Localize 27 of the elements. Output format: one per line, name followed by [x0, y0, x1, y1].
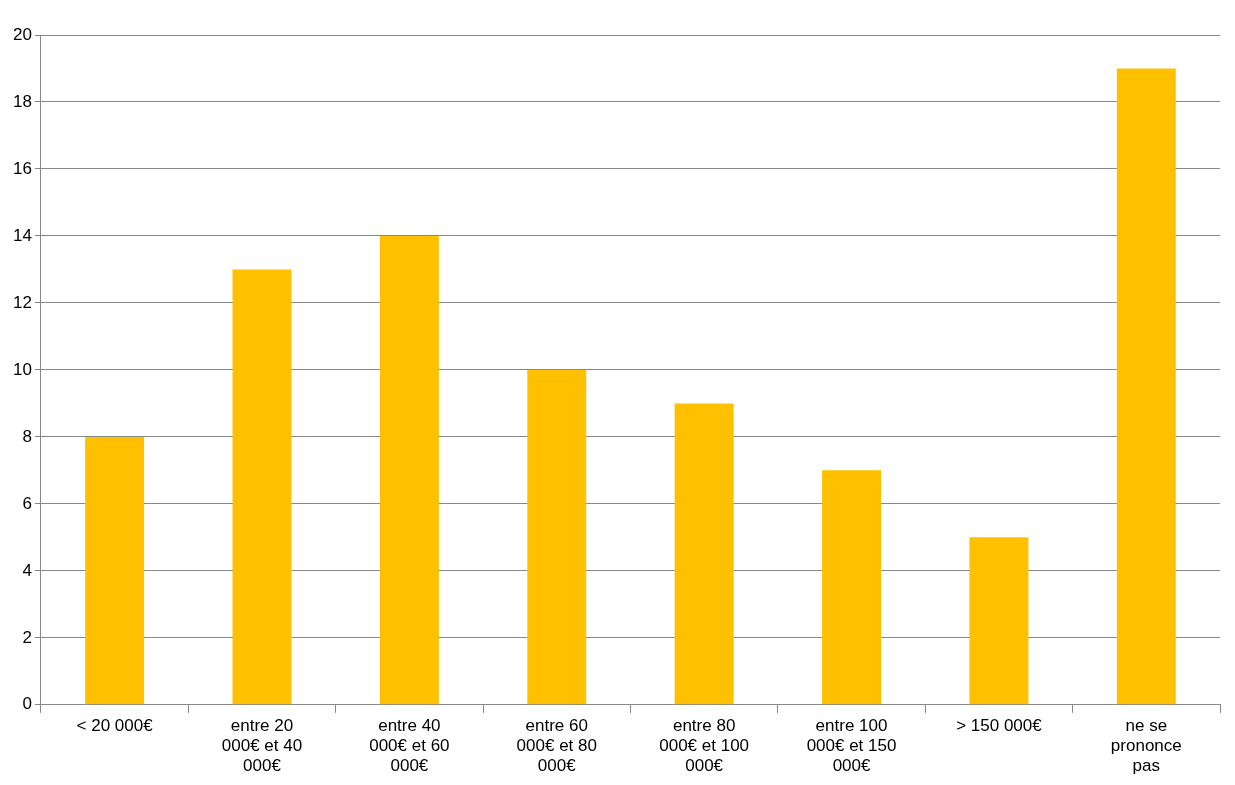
y-tick-label: 12 [12, 292, 32, 312]
y-tick-label: 16 [12, 158, 32, 178]
x-tick-label: entre 60 000€ et 80 000€ [516, 715, 597, 776]
y-tick-label: 2 [22, 627, 32, 647]
x-tick-label: < 20 000€ [76, 715, 154, 735]
y-tick-label: 4 [22, 560, 32, 580]
y-tick-label: 6 [22, 493, 32, 513]
x-tick-label: entre 80 000€ et 100 000€ [659, 715, 750, 776]
y-tick-label: 14 [12, 225, 32, 245]
y-tick-label: 8 [22, 426, 32, 446]
bar [527, 369, 587, 705]
y-tick-label: 0 [22, 694, 32, 714]
bar [1116, 68, 1176, 705]
y-tick-label: 10 [12, 359, 32, 379]
y-tick-label: 20 [12, 24, 32, 44]
bar [232, 269, 292, 705]
x-tick-label: > 150 000€ [956, 715, 1043, 735]
y-tick-label: 18 [12, 91, 32, 111]
bar [822, 470, 882, 705]
bar [969, 537, 1029, 705]
x-tick-label: entre 100 000€ et 150 000€ [806, 715, 897, 776]
bar [379, 235, 439, 705]
x-tick-label: entre 40 000€ et 60 000€ [369, 715, 450, 776]
bar [674, 403, 734, 705]
x-tick-label: ne se prononce pas [1110, 715, 1182, 776]
x-tick-label: entre 20 000€ et 40 000€ [221, 715, 303, 776]
bar [85, 436, 145, 705]
